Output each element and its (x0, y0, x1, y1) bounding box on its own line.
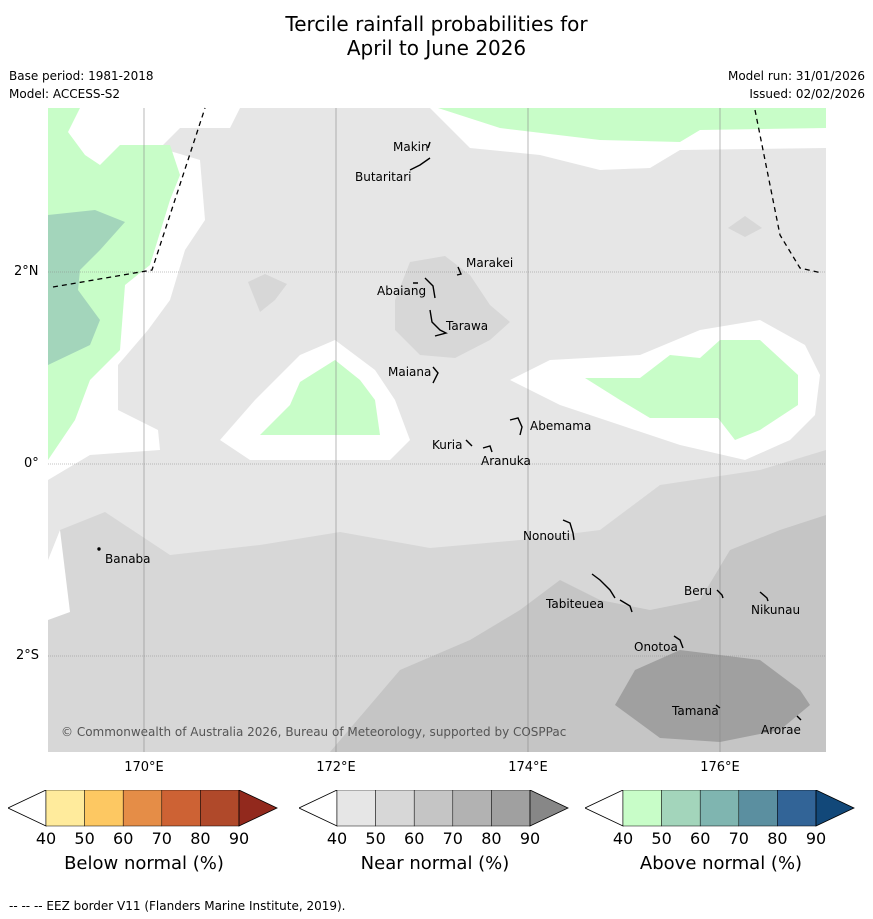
lon-label-176e: 176°E (700, 760, 740, 775)
near-normal-50-island (395, 256, 510, 358)
title-line-1: Tercile rainfall probabilities for (285, 12, 588, 36)
label-makin: Makin (393, 140, 429, 154)
lat-label-2s: 2°S (16, 648, 40, 663)
colorbar-tick-label: 60 (113, 829, 133, 846)
colorbar-segment (452, 790, 492, 827)
colorbar-tick-label: 80 (481, 829, 501, 846)
gridlines (48, 108, 826, 752)
island-shapes (97, 141, 802, 721)
label-abaiang: Abaiang (377, 284, 426, 298)
label-onotoa: Onotoa (634, 640, 678, 654)
island-labels: Makin Butaritari Marakei Abaiang Tarawa … (105, 140, 801, 737)
colorbar-extend-low (585, 790, 624, 827)
title-line-2: April to June 2026 (346, 36, 527, 60)
label-tarawa: Tarawa (445, 319, 488, 333)
base-period: Base period: 1981-2018 (9, 69, 154, 83)
lon-label-170e: 170°E (124, 760, 164, 775)
colorbar-tick-label: 40 (613, 829, 633, 846)
lat-label-0: 0° (24, 456, 39, 471)
map-title: Tercile rainfall probabilities for April… (0, 12, 873, 60)
colorbar-segment (161, 790, 201, 827)
label-banaba: Banaba (105, 552, 151, 566)
above-normal-50-east (585, 340, 798, 440)
above-normal-60-west (48, 210, 125, 365)
colorbar-segment (200, 790, 240, 827)
colorbar-tick-label: 70 (443, 829, 463, 846)
above-normal-50-center (260, 360, 380, 435)
lat-label-2n: 2°N (14, 264, 39, 279)
label-marakei: Marakei (466, 256, 513, 270)
near-normal-50-patch-east (728, 216, 762, 237)
colorbar-tick-label: 70 (152, 829, 172, 846)
colorbar-segment (622, 790, 662, 827)
lon-label-172e: 172°E (316, 760, 356, 775)
label-abemama: Abemama (530, 419, 591, 433)
colorbar-tick-label: 70 (729, 829, 749, 846)
model-name: Model: ACCESS-S2 (9, 87, 121, 101)
label-maiana: Maiana (388, 365, 431, 379)
colorbar-segment (84, 790, 124, 827)
copyright-notice: © Commonwealth of Australia 2026, Bureau… (61, 725, 566, 739)
colorbar-extend-low (299, 790, 338, 827)
colorbar-extend-high (815, 790, 855, 827)
rainfall-map: Makin Butaritari Marakei Abaiang Tarawa … (48, 107, 826, 752)
colorbar-segment (738, 790, 778, 827)
colorbar-segment (45, 790, 85, 827)
label-kuria: Kuria (432, 438, 463, 452)
issued-date: Issued: 02/02/2026 (749, 87, 865, 101)
colorbar-tick-label: 80 (190, 829, 210, 846)
colorbar-segment (122, 790, 163, 827)
colorbar-tick-label: 50 (651, 829, 671, 846)
map-layers (48, 108, 826, 752)
above-normal-50-west (48, 108, 180, 460)
colorbar-title-below: Below normal (%) (64, 853, 224, 874)
colorbar-title-above: Above normal (%) (639, 853, 803, 874)
no-signal-south-west (48, 530, 70, 620)
colorbar-tick-label: 60 (690, 829, 710, 846)
colorbar-extend-high (238, 790, 278, 827)
colorbar-segment (491, 790, 531, 827)
colorbar-title-near: Near normal (%) (360, 853, 510, 874)
label-nikunau: Nikunau (751, 603, 800, 617)
colorbar-tick-label: 90 (806, 829, 826, 846)
label-nonouti: Nonouti (523, 529, 570, 543)
label-beru: Beru (684, 584, 712, 598)
colorbar-segment (375, 790, 415, 827)
label-aranuka: Aranuka (481, 454, 531, 468)
colorbar-segment (413, 790, 454, 827)
label-butaritari: Butaritari (355, 170, 412, 184)
colorbar-tick-label: 40 (36, 829, 56, 846)
colorbar-extend-low (8, 790, 47, 827)
colorbar-extend-high (529, 790, 569, 827)
colorbar-tick-label: 90 (520, 829, 540, 846)
lon-label-174e: 174°E (508, 760, 548, 775)
model-run: Model run: 31/01/2026 (727, 69, 865, 83)
eez-footnote: -- -- -- EEZ border V11 (Flanders Marine… (9, 899, 346, 913)
colorbar-segment (661, 790, 701, 827)
above-normal-50-north (438, 108, 826, 142)
colorbar-segment (699, 790, 740, 827)
meta-left: Base period: 1981-2018 Model: ACCESS-S2 (9, 67, 154, 103)
colorbar-tick-label: 60 (404, 829, 424, 846)
colorbar-tick-label: 40 (327, 829, 347, 846)
label-tabiteuea: Tabiteuea (545, 597, 604, 611)
colorbar-tick-label: 50 (365, 829, 385, 846)
colorbar-tick-label: 50 (74, 829, 94, 846)
colorbar-above-normal: 40 50 60 70 80 90 (585, 790, 855, 846)
colorbar-tick-label: 90 (229, 829, 249, 846)
colorbar-tick-label: 80 (767, 829, 787, 846)
label-tamana: Tamana (671, 704, 719, 718)
label-arorae: Arorae (761, 723, 801, 737)
near-normal-50-patch (248, 274, 287, 312)
near-normal-70-field (615, 650, 810, 742)
colorbar-near-normal: 40 50 60 70 80 90 (299, 790, 569, 846)
eez-border (52, 107, 823, 288)
meta-right: Model run: 31/01/2026 Issued: 02/02/2026 (728, 67, 865, 103)
colorbar-segment (336, 790, 376, 827)
colorbar-segment (777, 790, 817, 827)
colorbar-below-normal: 40 50 60 70 80 90 (8, 790, 278, 846)
